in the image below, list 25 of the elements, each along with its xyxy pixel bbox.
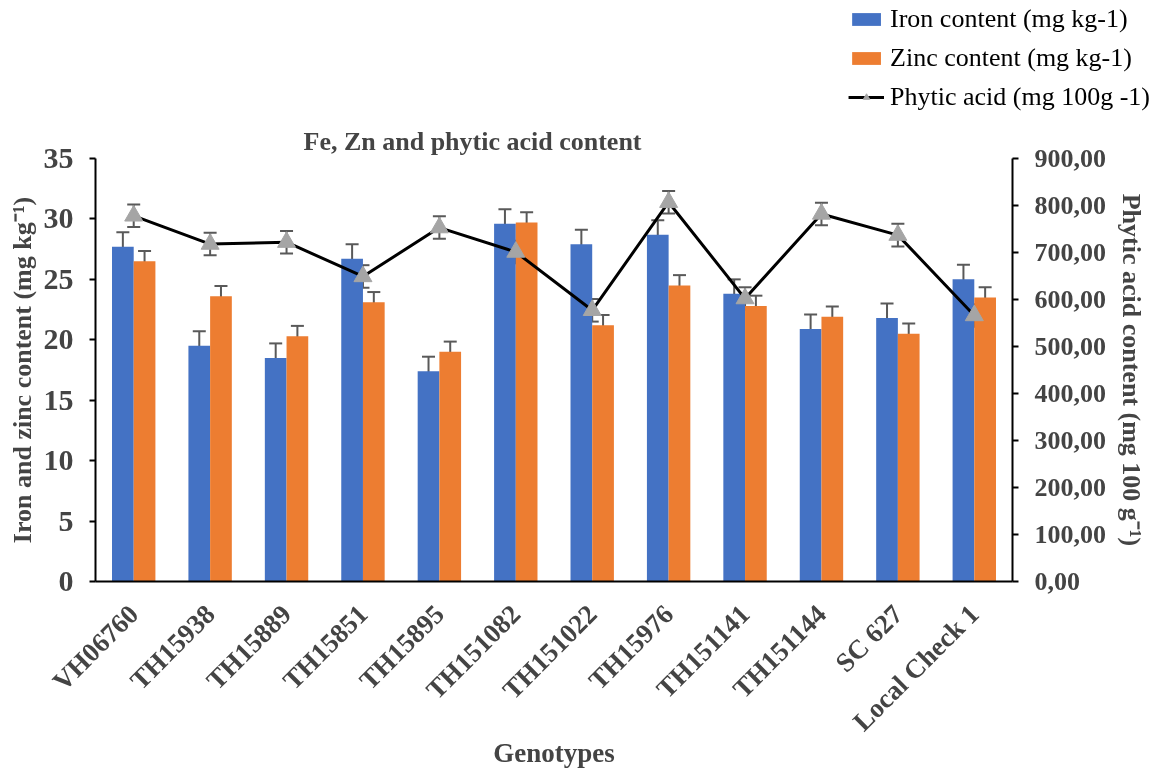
y-tick-label: 35: [43, 141, 74, 174]
y-tick-label: 20: [43, 322, 74, 356]
y2-tick-label: 200,00: [1034, 473, 1106, 502]
y-tick-label: 25: [43, 261, 74, 295]
y2-tick-label: 700,00: [1034, 238, 1106, 267]
y-tick-label: 30: [43, 201, 74, 235]
legend-label: Iron content (mg kg-1): [890, 4, 1128, 34]
y-axis-title: Iron and zinc content (mg kg⁻¹): [7, 196, 37, 544]
legend-label: Phytic acid (mg 100g -1): [890, 82, 1150, 112]
y2-tick-label: 600,00: [1034, 285, 1106, 314]
y2-tick-label: 800,00: [1034, 191, 1106, 220]
y-tick-label: 15: [43, 382, 74, 416]
y2-tick-label: 500,00: [1034, 332, 1106, 361]
y2-tick-label: 0,00: [1034, 567, 1080, 596]
y2-axis-title: Phytic acid content (mg 100 g⁻¹): [1117, 193, 1146, 547]
y2-tick-label: 400,00: [1034, 379, 1106, 408]
chart-title: Fe, Zn and phytic acid content: [303, 126, 642, 156]
y2-tick-label: 900,00: [1034, 144, 1106, 173]
x-axis-title: Genotypes: [493, 738, 615, 769]
y-tick-label: 0: [58, 564, 74, 597]
y-tick-label: 10: [43, 443, 74, 477]
legend-label: Zinc content (mg kg-1): [890, 43, 1132, 73]
y2-tick-label: 100,00: [1034, 520, 1106, 549]
y-tick-label: 5: [58, 503, 74, 537]
y2-tick-label: 300,00: [1034, 426, 1106, 455]
